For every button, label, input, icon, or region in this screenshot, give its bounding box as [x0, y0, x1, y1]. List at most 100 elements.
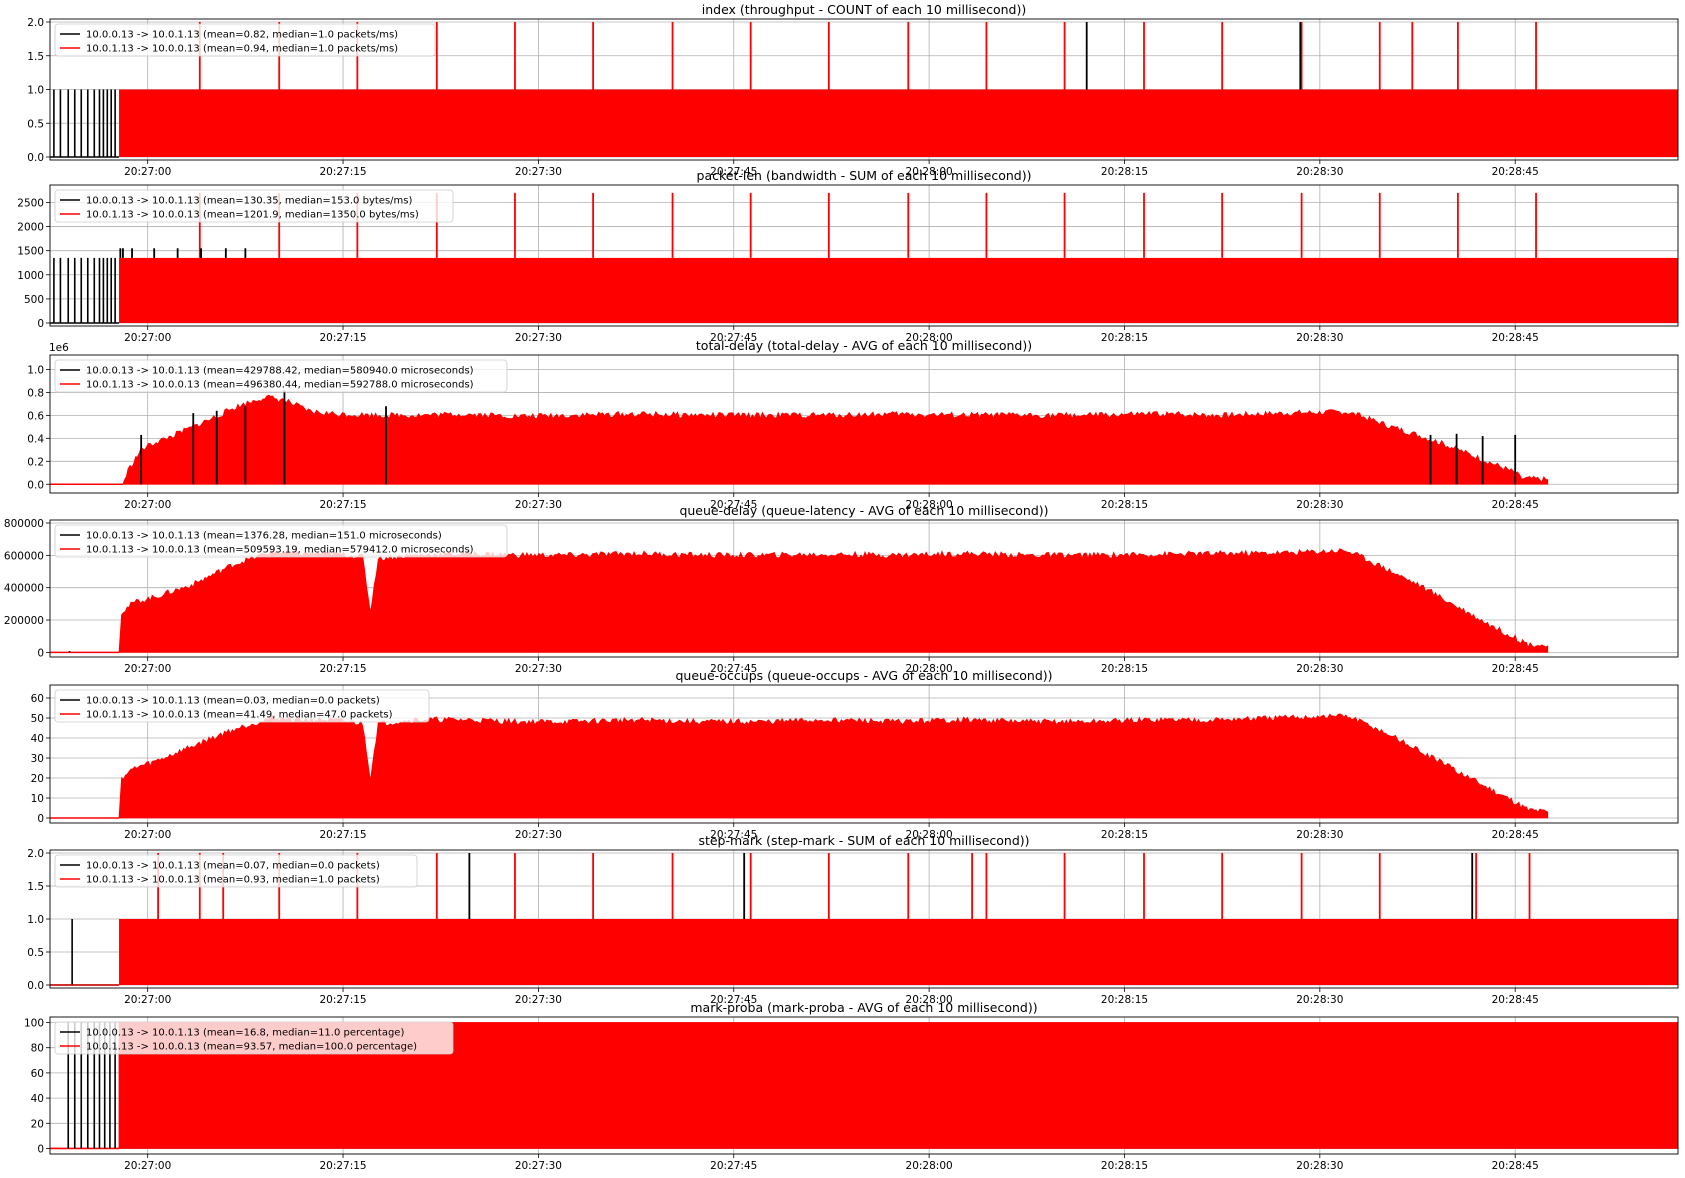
y-tick-label: 0.2 [27, 456, 44, 468]
x-tick-label: 20:28:30 [1296, 166, 1343, 178]
chart-title: queue-occups (queue-occups - AVG of each… [675, 668, 1052, 683]
chart-title: total-delay (total-delay - AVG of each 1… [696, 338, 1032, 353]
series-2-area [119, 919, 1678, 985]
x-tick-label: 20:27:00 [124, 994, 171, 1006]
x-tick-label: 20:28:30 [1296, 499, 1343, 511]
y-tick-label: 0 [37, 318, 44, 330]
x-tick-label: 20:28:00 [906, 994, 953, 1006]
chart-panel-2: packet-len (bandwidth - SUM of each 10 m… [17, 168, 1679, 344]
x-tick-label: 20:27:00 [124, 499, 171, 511]
x-tick-label: 20:28:00 [906, 499, 953, 511]
legend-box [54, 524, 508, 558]
y-tick-label: 20 [31, 773, 44, 785]
x-tick-label: 20:27:30 [515, 994, 562, 1006]
y-tick-label: 60 [31, 1068, 44, 1080]
x-tick-label: 20:28:45 [1492, 332, 1539, 344]
x-tick-label: 20:28:45 [1492, 829, 1539, 841]
y-tick-label: 0.0 [27, 980, 44, 992]
y-tick-label: 1.0 [27, 914, 44, 926]
x-tick-label: 20:27:00 [124, 1160, 171, 1172]
plot-frame [49, 18, 1679, 161]
y-tick-label: 0.5 [27, 947, 44, 959]
y-tick-label: 500 [24, 294, 44, 306]
y-tick-label: 40 [31, 1093, 44, 1105]
x-tick-label: 20:28:15 [1101, 1160, 1148, 1172]
x-tick-label: 20:28:30 [1296, 332, 1343, 344]
x-tick-label: 20:27:30 [515, 1160, 562, 1172]
y-tick-label: 0.8 [27, 387, 44, 399]
chart-title: mark-proba (mark-proba - AVG of each 10 … [690, 1000, 1037, 1015]
x-tick-label: 20:28:30 [1296, 829, 1343, 841]
chart-title: packet-len (bandwidth - SUM of each 10 m… [697, 168, 1032, 183]
legend-entry: 10.0.0.13 -> 10.0.1.13 (mean=0.82, media… [86, 30, 398, 41]
y-tick-label: 800000 [4, 518, 44, 530]
x-tick-label: 20:27:00 [124, 166, 171, 178]
legend-entry: 10.0.1.13 -> 10.0.0.13 (mean=0.94, media… [86, 44, 398, 55]
chart-panel-4: queue-delay (queue-latency - AVG of each… [4, 503, 1679, 675]
y-tick-label: 0 [37, 813, 44, 825]
x-tick-label: 20:27:00 [124, 663, 171, 675]
plot-frame [49, 1016, 1679, 1155]
x-tick-label: 20:28:15 [1101, 499, 1148, 511]
legend-box [54, 854, 418, 888]
plot-frame [49, 519, 1679, 658]
legend-entry: 10.0.0.13 -> 10.0.1.13 (mean=1376.28, me… [86, 531, 442, 542]
y-tick-label: 0 [37, 1143, 44, 1155]
plot-frame [49, 684, 1679, 824]
y-tick-label: 0.0 [27, 152, 44, 164]
y-tick-label: 20 [31, 1118, 44, 1130]
x-tick-label: 20:27:30 [515, 829, 562, 841]
x-tick-label: 20:27:30 [515, 663, 562, 675]
chart-title: queue-delay (queue-latency - AVG of each… [679, 503, 1048, 518]
y-tick-label: 1500 [17, 246, 44, 258]
y-tick-label: 60 [31, 693, 44, 705]
chart-panel-5: queue-occups (queue-occups - AVG of each… [31, 668, 1679, 841]
legend: 10.0.0.13 -> 10.0.1.13 (mean=1376.28, me… [54, 524, 508, 558]
x-tick-label: 20:27:15 [319, 1160, 366, 1172]
x-tick-label: 20:28:45 [1492, 499, 1539, 511]
y-tick-label: 1000 [17, 270, 44, 282]
y-tick-label: 50 [31, 713, 44, 725]
legend-box [54, 23, 436, 57]
legend: 10.0.0.13 -> 10.0.1.13 (mean=16.8, media… [54, 1021, 454, 1055]
x-tick-label: 20:27:45 [710, 994, 757, 1006]
legend-box [54, 189, 454, 223]
legend-entry: 10.0.1.13 -> 10.0.0.13 (mean=0.93, media… [86, 875, 380, 886]
legend: 10.0.0.13 -> 10.0.1.13 (mean=0.82, media… [54, 23, 436, 57]
x-tick-label: 20:28:45 [1492, 994, 1539, 1006]
chart-panel-1: index (throughput - COUNT of each 10 mil… [27, 2, 1679, 178]
x-tick-label: 20:27:00 [124, 332, 171, 344]
chart-panel-7: mark-proba (mark-proba - AVG of each 10 … [24, 1000, 1679, 1172]
y-tick-label: 40 [31, 733, 44, 745]
x-tick-label: 20:27:15 [319, 332, 366, 344]
x-tick-label: 20:28:30 [1296, 663, 1343, 675]
chart-title: step-mark (step-mark - SUM of each 10 mi… [698, 833, 1029, 848]
legend: 10.0.0.13 -> 10.0.1.13 (mean=0.03, media… [54, 689, 430, 723]
series-2-area [49, 548, 1549, 653]
y-tick-label: 1.0 [27, 85, 44, 97]
x-tick-label: 20:28:15 [1101, 994, 1148, 1006]
legend-entry: 10.0.0.13 -> 10.0.1.13 (mean=0.03, media… [86, 696, 380, 707]
legend-box [54, 359, 508, 393]
legend-entry: 10.0.1.13 -> 10.0.0.13 (mean=41.49, medi… [86, 710, 393, 721]
y-tick-label: 0.6 [27, 410, 44, 422]
y-tick-label: 1.5 [27, 881, 44, 893]
legend-box [54, 1021, 454, 1055]
plot-frame [49, 354, 1679, 494]
x-tick-label: 20:28:30 [1296, 1160, 1343, 1172]
y-tick-label: 100 [24, 1018, 44, 1030]
y-tick-label: 2000 [17, 222, 44, 234]
x-tick-label: 20:27:45 [710, 663, 757, 675]
y-tick-label: 30 [31, 753, 44, 765]
x-tick-label: 20:27:15 [319, 663, 366, 675]
chart-panel-6: step-mark (step-mark - SUM of each 10 mi… [27, 833, 1679, 1006]
y-tick-label: 1.0 [27, 364, 44, 376]
x-tick-label: 20:27:30 [515, 332, 562, 344]
y-tick-label: 2.0 [27, 17, 44, 29]
x-tick-label: 20:28:15 [1101, 332, 1148, 344]
x-tick-label: 20:28:00 [906, 166, 953, 178]
x-tick-label: 20:28:00 [906, 1160, 953, 1172]
legend-entry: 10.0.0.13 -> 10.0.1.13 (mean=0.07, media… [86, 861, 380, 872]
plot-frame [49, 184, 1679, 327]
